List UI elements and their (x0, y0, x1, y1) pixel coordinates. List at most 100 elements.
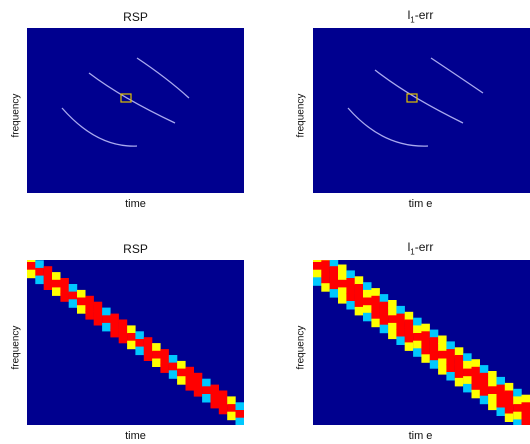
heatmap-cell (177, 360, 186, 370)
heatmap-cell (127, 325, 136, 334)
heatmap-cell (363, 312, 372, 322)
heatmap-cell (396, 321, 405, 330)
heatmap-cell (346, 270, 355, 279)
heatmap-cell (504, 382, 514, 392)
heatmap-cell (421, 339, 430, 348)
heatmap-cell (68, 299, 78, 308)
heatmap-cell (160, 364, 169, 373)
ridge-curve (374, 69, 464, 124)
heatmap-cell (152, 343, 161, 352)
heatmap-cell (513, 411, 522, 421)
heatmap-cell (454, 347, 464, 356)
heatmap-cell (496, 376, 505, 386)
heatmap-plot (27, 28, 244, 193)
heatmap-cell (454, 377, 464, 387)
heatmap-cell (446, 356, 455, 366)
heatmap-cell (321, 260, 330, 269)
ridge-curve (136, 57, 190, 99)
heatmap-cell (102, 322, 111, 332)
heatmap-cell (463, 360, 472, 370)
heatmap-cell (93, 317, 103, 326)
heatmap-cell (202, 386, 211, 395)
heatmap-cell (446, 341, 455, 350)
heatmap-cell (313, 262, 322, 271)
heatmap-cell (396, 305, 405, 315)
x-axis-label: time (125, 198, 146, 210)
x-axis-label: tim e (408, 198, 433, 210)
heatmap-cell (404, 334, 414, 344)
heatmap-cell (413, 340, 422, 350)
ridge-curve (61, 107, 138, 147)
heatmap-cell (321, 267, 330, 277)
heatmap-cell (168, 355, 178, 364)
chart-title: l1-err (407, 240, 434, 257)
heatmap-cell (379, 324, 389, 334)
ridge-curve (88, 72, 176, 124)
heatmap-cell (429, 360, 439, 369)
heatmap-cell (43, 266, 53, 275)
heatmap-cell (110, 313, 119, 323)
heatmap-cell (313, 260, 322, 263)
heatmap-cell (77, 297, 86, 306)
heatmap-cell (210, 384, 219, 394)
heatmap-cell (338, 264, 347, 273)
chart-title: RSP (123, 10, 148, 24)
heatmap-cell (85, 295, 94, 305)
heatmap-cell (68, 291, 78, 301)
heatmap-cell (93, 301, 103, 311)
heatmap-cell (160, 356, 169, 366)
heatmap-cell (354, 306, 364, 316)
heatmap-cell (168, 362, 178, 372)
heatmap-cell (35, 260, 44, 269)
heatmap-cell (396, 328, 405, 338)
heatmap-cell (354, 276, 364, 285)
heatmap-cell (446, 364, 455, 373)
heatmap-cell (421, 346, 430, 356)
heatmap-cell (127, 333, 136, 342)
heatmap-cell (454, 362, 464, 372)
heatmap-cell (446, 349, 455, 358)
heatmap-cell (429, 337, 439, 346)
heatmap-cell (52, 279, 61, 289)
heatmap-cell (354, 284, 364, 293)
heatmap-cell (521, 394, 530, 404)
heatmap-cell (160, 349, 169, 358)
plot-background (313, 28, 530, 193)
heatmap-cell (127, 340, 136, 350)
heatmap-cell (471, 359, 480, 368)
heatmap-cell (421, 323, 430, 333)
heatmap-cell (93, 309, 103, 318)
heatmap-cell (202, 378, 211, 388)
heatmap-cell (35, 275, 44, 285)
heatmap-cell (454, 355, 464, 364)
heatmap-cell (85, 303, 94, 312)
heatmap-cell (388, 330, 397, 340)
heatmap-cell (135, 331, 144, 340)
heatmap-cell (218, 398, 228, 407)
heatmap-cell (521, 417, 530, 425)
heatmap-cell (218, 390, 228, 399)
heatmap-cell (421, 354, 430, 363)
heatmap-cell (177, 368, 186, 378)
heatmap-cell (354, 291, 364, 301)
heatmap-cell (177, 376, 186, 385)
heatmap-cell (35, 267, 44, 277)
heatmap-cell (446, 372, 455, 381)
heatmap-cell (135, 346, 144, 356)
heatmap-cell (379, 301, 389, 311)
zoom-region-box (120, 93, 132, 103)
ridge-curve (347, 107, 429, 147)
heatmap-cell (479, 365, 489, 374)
heatmap-cell (235, 417, 244, 425)
heatmap-cell (363, 289, 372, 299)
heatmap-cell (60, 293, 69, 302)
heatmap-cell (168, 370, 178, 379)
heatmap-cell (438, 343, 447, 352)
heatmap-cell (513, 396, 522, 405)
heatmap-cell (488, 394, 497, 403)
heatmap-cell (77, 305, 86, 314)
y-axis-label: frequency (295, 93, 307, 138)
heatmap-cell (227, 411, 236, 421)
heatmap-cell (404, 327, 414, 336)
heatmap-cell (354, 299, 364, 308)
